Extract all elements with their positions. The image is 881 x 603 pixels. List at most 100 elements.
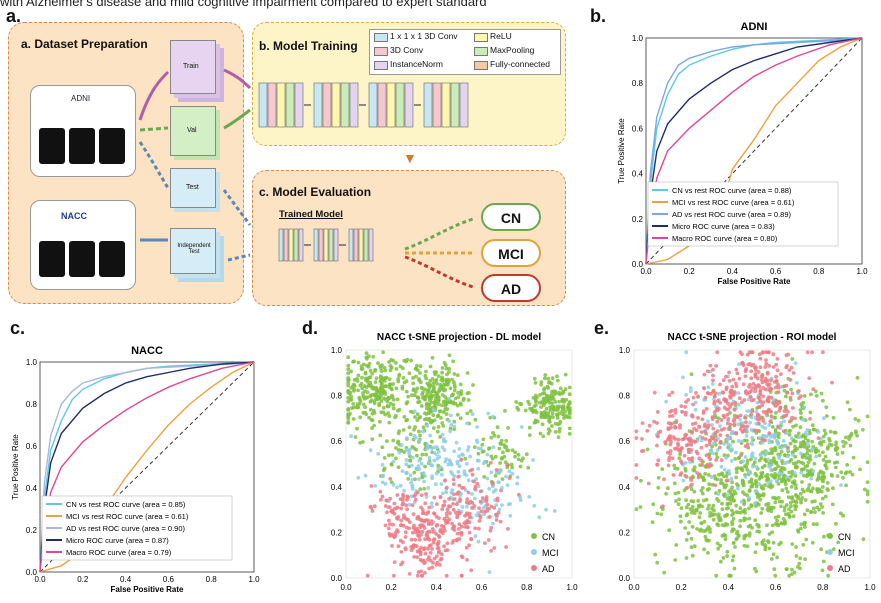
- legend-label: MCI: [542, 548, 559, 558]
- scatter-point: [773, 500, 778, 505]
- scatter-point: [676, 437, 681, 442]
- scatter-point: [655, 462, 660, 467]
- scatter-point: [388, 496, 392, 501]
- scatter-point: [759, 471, 764, 476]
- scatter-point: [754, 368, 758, 372]
- scatter-point: [708, 530, 712, 534]
- scatter-point: [717, 445, 722, 450]
- scatter-point: [664, 491, 668, 496]
- scatter-point: [683, 461, 688, 465]
- legend-marker: [827, 533, 833, 539]
- scatter-point: [541, 396, 546, 401]
- trained-model-label: Trained Model: [279, 209, 343, 220]
- scatter-point: [550, 424, 554, 428]
- scatter-point: [743, 455, 748, 459]
- legend-label: 1 x 1 x 1 3D Conv: [390, 31, 458, 41]
- scatter-point: [490, 484, 495, 489]
- scatter-point: [451, 501, 455, 506]
- scatter-point: [799, 394, 803, 399]
- scatter-point: [346, 408, 351, 412]
- scatter-point: [787, 470, 792, 475]
- scatter-point: [706, 551, 710, 555]
- scatter-point: [440, 531, 445, 536]
- scatter-point: [358, 399, 363, 404]
- scatter-point: [798, 408, 803, 412]
- legend-label: MCI vs rest ROC curve (area = 0.61): [66, 512, 189, 521]
- scatter-point: [638, 505, 643, 509]
- scatter-point: [417, 537, 422, 542]
- scatter-point: [732, 566, 737, 571]
- scatter-point: [694, 449, 699, 454]
- scatter-point: [364, 351, 369, 356]
- scatter-point: [506, 527, 510, 531]
- scatter-point: [431, 381, 436, 386]
- scatter-point: [775, 357, 780, 361]
- scatter-point: [402, 380, 407, 385]
- scatter-point: [734, 431, 738, 435]
- scatter-point: [394, 413, 398, 418]
- scatter-point: [409, 494, 414, 499]
- scatter-point: [734, 381, 738, 386]
- scatter-point: [385, 399, 390, 404]
- scatter-point: [865, 499, 870, 504]
- scatter-point: [749, 441, 754, 445]
- scatter-point: [441, 439, 446, 444]
- network-layer: [331, 82, 341, 128]
- scatter-point: [456, 373, 460, 378]
- scatter-point: [736, 439, 741, 443]
- scatter-point: [395, 517, 400, 521]
- scatter-point: [739, 499, 744, 504]
- scatter-point: [491, 521, 495, 526]
- scatter-point: [793, 503, 797, 508]
- scatter-point: [711, 373, 715, 378]
- scatter-point: [769, 451, 774, 456]
- scatter-point: [639, 478, 643, 483]
- scatter-point: [420, 508, 425, 512]
- scatter-point: [724, 399, 728, 403]
- scatter-point: [765, 472, 770, 477]
- legend-marker: [531, 549, 537, 555]
- scatter-point: [640, 421, 645, 425]
- y-tick-label: 0.2: [632, 215, 644, 224]
- scatter-point: [438, 409, 443, 414]
- legend-label: CN vs rest ROC curve (area = 0.88): [672, 186, 792, 195]
- scatter-point: [405, 517, 409, 522]
- scatter-point: [754, 428, 759, 433]
- scatter-point: [365, 356, 369, 361]
- scatter-point: [437, 535, 442, 539]
- scatter-point: [749, 412, 754, 417]
- scatter-point: [394, 456, 398, 461]
- scatter-point: [774, 374, 778, 379]
- scatter-point: [388, 364, 393, 368]
- scatter-point: [524, 452, 529, 457]
- scatter-point: [405, 357, 410, 362]
- scatter-point: [386, 411, 391, 416]
- scatter-point: [481, 499, 486, 503]
- scatter-point: [539, 414, 544, 418]
- scatter-point: [647, 423, 652, 428]
- scatter-point: [398, 483, 403, 488]
- scatter-point: [718, 433, 723, 438]
- scatter-point: [734, 467, 739, 471]
- scatter-point: [459, 457, 464, 462]
- scatter-point: [556, 378, 560, 383]
- scatter-point: [753, 489, 758, 494]
- y-tick-label: 0.2: [26, 526, 38, 535]
- scatter-point: [684, 513, 689, 518]
- scatter-point: [432, 389, 437, 394]
- scatter-point: [412, 523, 416, 528]
- scatter-point: [355, 377, 359, 381]
- scatter-point: [418, 371, 422, 375]
- scatter-series: [654, 350, 843, 506]
- scatter-point: [544, 406, 549, 411]
- scatter-point: [541, 434, 546, 439]
- scatter-point: [802, 405, 807, 410]
- scatter-point: [411, 543, 416, 547]
- scatter-point: [767, 546, 772, 551]
- scatter-point: [380, 494, 385, 499]
- scatter-point: [368, 368, 373, 373]
- scatter-point: [727, 573, 732, 578]
- scatter-point: [430, 463, 434, 468]
- scatter-point: [703, 395, 708, 400]
- scatter-point: [800, 454, 805, 459]
